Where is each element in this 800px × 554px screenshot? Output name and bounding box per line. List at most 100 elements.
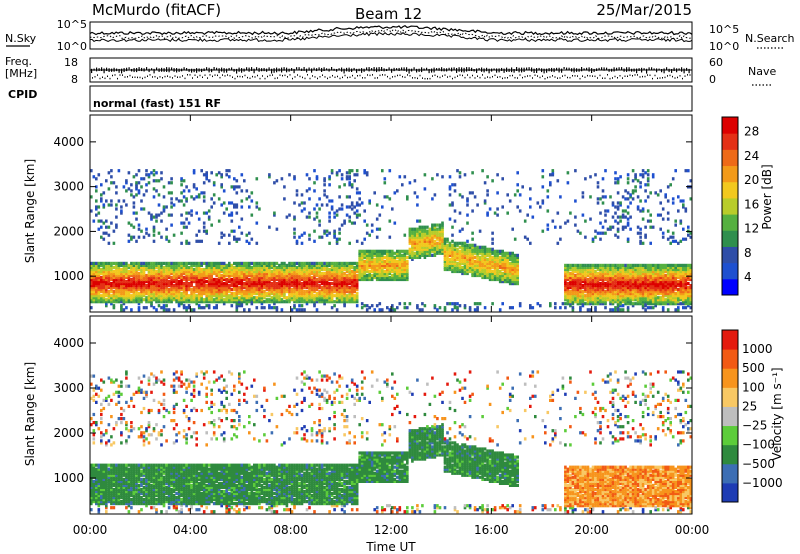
heatmap-cell bbox=[453, 219, 457, 223]
heatmap-cell bbox=[621, 300, 625, 304]
heatmap-cell bbox=[105, 269, 108, 274]
heatmap-cell bbox=[290, 273, 294, 278]
heatmap-cell bbox=[330, 169, 334, 173]
heatmap-cell bbox=[313, 294, 316, 298]
heatmap-cell bbox=[140, 294, 143, 298]
heatmap-cell bbox=[135, 300, 138, 304]
heatmap-cell bbox=[406, 255, 409, 259]
heatmap-cell bbox=[363, 253, 366, 257]
heatmap-cell bbox=[135, 239, 138, 243]
heatmap-cell bbox=[436, 233, 439, 237]
heatmap-cell bbox=[112, 277, 116, 282]
heatmap-cell bbox=[275, 288, 279, 292]
heatmap-cell bbox=[135, 263, 138, 267]
heatmap-cell bbox=[413, 245, 417, 249]
heatmap-cell bbox=[471, 249, 474, 253]
heatmap-cell bbox=[180, 288, 183, 292]
heatmap-cell bbox=[243, 294, 246, 298]
heatmap-cell bbox=[403, 175, 407, 179]
heatmap-cell bbox=[130, 294, 133, 298]
heatmap-cell bbox=[626, 290, 630, 294]
heatmap-cell bbox=[478, 273, 482, 278]
heatmap-cell bbox=[333, 235, 336, 239]
heatmap-cell bbox=[228, 288, 231, 292]
heatmap-cell bbox=[265, 275, 269, 280]
heatmap-cell bbox=[626, 292, 630, 296]
heatmap-cell bbox=[280, 280, 284, 284]
heatmap-cell bbox=[391, 273, 394, 278]
heatmap-cell bbox=[634, 185, 637, 189]
heatmap-cell bbox=[566, 277, 570, 282]
heatmap-cell bbox=[340, 271, 344, 276]
heatmap-cell bbox=[90, 288, 93, 292]
heatmap-cell bbox=[285, 298, 289, 302]
heatmap-cell bbox=[604, 195, 607, 199]
heatmap-cell bbox=[609, 227, 612, 231]
heatmap-cell bbox=[187, 298, 191, 302]
heatmap-cell bbox=[614, 282, 617, 286]
heatmap-cell bbox=[240, 294, 244, 298]
heatmap-cell bbox=[599, 271, 602, 276]
heatmap-cell bbox=[170, 298, 173, 302]
heatmap-cell bbox=[150, 298, 153, 302]
nave-point bbox=[597, 77, 598, 79]
heatmap-cell bbox=[165, 269, 168, 274]
heatmap-cell bbox=[323, 296, 326, 300]
heatmap-cell bbox=[235, 306, 239, 310]
heatmap-cell bbox=[298, 308, 301, 312]
heatmap-cell bbox=[491, 251, 494, 255]
heatmap-cell bbox=[511, 267, 514, 272]
heatmap-cell bbox=[95, 269, 98, 274]
heatmap-cell bbox=[147, 265, 151, 270]
heatmap-cell bbox=[225, 169, 228, 173]
heatmap-cell bbox=[619, 215, 622, 219]
heatmap-cell bbox=[225, 298, 228, 302]
heatmap-cell bbox=[571, 269, 575, 274]
heatmap-cell bbox=[411, 239, 414, 243]
heatmap-cell bbox=[463, 271, 467, 276]
heatmap-cell bbox=[468, 251, 472, 255]
heatmap-cell bbox=[315, 273, 319, 278]
heatmap-cell bbox=[564, 221, 567, 225]
heatmap-cell bbox=[508, 275, 512, 280]
heatmap-cell bbox=[110, 221, 113, 225]
heatmap-cell bbox=[330, 292, 334, 296]
heatmap-cell bbox=[616, 308, 620, 312]
heatmap-cell bbox=[305, 265, 309, 270]
heatmap-cell bbox=[310, 277, 314, 282]
freq-point bbox=[466, 67, 468, 72]
heatmap-cell bbox=[476, 269, 479, 274]
heatmap-cell bbox=[255, 280, 259, 284]
heatmap-cell bbox=[353, 179, 356, 183]
heatmap-cell bbox=[589, 269, 592, 274]
heatmap-cell bbox=[107, 298, 111, 302]
heatmap-cell bbox=[624, 225, 627, 229]
heatmap-cell bbox=[167, 271, 171, 276]
heatmap-cell bbox=[190, 261, 193, 265]
heatmap-cell bbox=[626, 221, 630, 225]
heatmap-cell bbox=[273, 267, 276, 272]
heatmap-cell bbox=[574, 290, 577, 294]
heatmap-cell bbox=[355, 284, 359, 288]
heatmap-cell bbox=[200, 271, 203, 276]
heatmap-cell bbox=[220, 280, 223, 284]
heatmap-cell bbox=[278, 265, 281, 270]
heatmap-cell bbox=[170, 282, 173, 286]
heatmap-cell bbox=[200, 169, 203, 173]
heatmap-cell bbox=[185, 300, 188, 304]
heatmap-cell bbox=[112, 265, 116, 270]
heatmap-cell bbox=[177, 290, 181, 294]
heatmap-cell bbox=[132, 175, 136, 179]
nave-point bbox=[309, 77, 311, 80]
heatmap-cell bbox=[170, 292, 173, 296]
heatmap-cell bbox=[468, 191, 472, 195]
heatmap-cell bbox=[295, 290, 299, 294]
heatmap-cell bbox=[391, 304, 394, 308]
heatmap-cell bbox=[483, 245, 487, 249]
heatmap-cell bbox=[220, 175, 223, 179]
heatmap-cell bbox=[220, 267, 223, 272]
heatmap-cell bbox=[253, 290, 256, 294]
heatmap-cell bbox=[260, 282, 264, 286]
heatmap-cell bbox=[290, 308, 294, 312]
heatmap-cell bbox=[358, 197, 361, 201]
